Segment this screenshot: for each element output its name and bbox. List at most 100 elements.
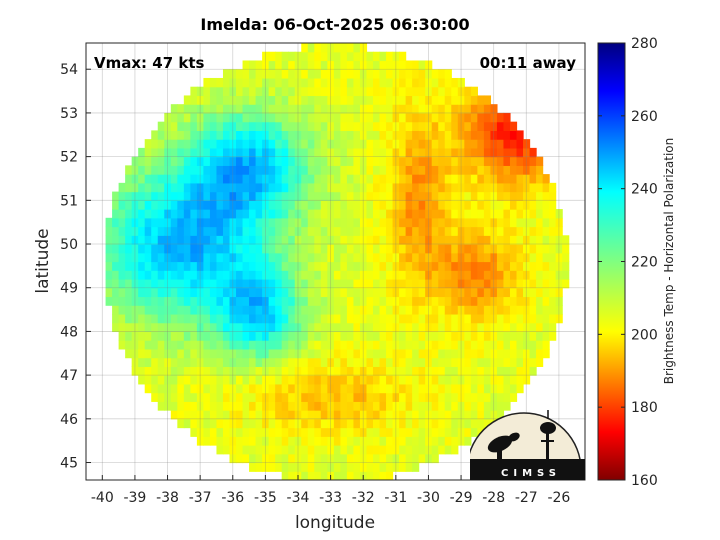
- swath-cell: [177, 383, 185, 394]
- swath-cell: [144, 182, 152, 193]
- swath-cell: [353, 296, 361, 306]
- swath-cell: [255, 331, 263, 341]
- swath-cell: [131, 348, 139, 359]
- swath-cell: [438, 331, 446, 341]
- swath-cell: [536, 156, 544, 166]
- swath-cell: [255, 375, 263, 385]
- swath-cell: [457, 375, 465, 385]
- swath-cell: [483, 147, 492, 158]
- swath-cell: [327, 104, 335, 114]
- swath-cell: [431, 287, 439, 298]
- swath-cell: [203, 340, 211, 350]
- swath-cell: [457, 401, 465, 411]
- swath-cell: [379, 104, 387, 114]
- swath-cell: [125, 340, 133, 350]
- swath-cell: [451, 252, 459, 263]
- swath-cell: [183, 357, 191, 367]
- swath-cell: [425, 410, 433, 420]
- swath-cell: [131, 156, 139, 166]
- swath-cell: [529, 252, 537, 263]
- swath-cell: [451, 401, 459, 411]
- swath-cell: [327, 51, 335, 62]
- swath-cell: [346, 331, 355, 341]
- swath-cell: [444, 217, 452, 228]
- swath-cell: [157, 174, 165, 184]
- swath-cell: [229, 322, 237, 333]
- swath-cell: [209, 375, 218, 385]
- swath-cell: [301, 165, 309, 175]
- swath-cell: [503, 209, 511, 219]
- swath-cell: [503, 313, 511, 324]
- swath-cell: [451, 226, 459, 236]
- swath-cell: [379, 453, 387, 464]
- swath-cell: [138, 182, 146, 193]
- swath-cell: [281, 436, 289, 446]
- swath-cell: [536, 252, 544, 263]
- swath-cell: [444, 375, 452, 385]
- swath-cell: [138, 331, 146, 341]
- swath-cell: [249, 331, 257, 341]
- swath-cell: [373, 278, 381, 289]
- swath-cell: [359, 296, 368, 306]
- swath-cell: [470, 348, 478, 359]
- swath-cell: [320, 383, 328, 394]
- swath-cell: [151, 174, 159, 184]
- swath-cell: [288, 357, 296, 367]
- swath-cell: [275, 436, 283, 446]
- swath-cell: [373, 217, 381, 228]
- swath-cell: [327, 130, 335, 140]
- swath-cell: [425, 217, 433, 228]
- swath-cell: [229, 261, 237, 271]
- swath-cell: [138, 313, 146, 324]
- swath-cell: [353, 261, 361, 271]
- swath-cell: [209, 305, 218, 315]
- swath-cell: [536, 340, 544, 350]
- swath-cell: [314, 445, 322, 455]
- swath-cell: [431, 427, 439, 437]
- swath-cell: [399, 366, 407, 376]
- swath-cell: [170, 270, 178, 280]
- swath-cell: [399, 95, 407, 105]
- swath-cell: [294, 121, 302, 131]
- swath-cell: [444, 209, 452, 219]
- swath-cell: [509, 165, 518, 175]
- swath-cell: [170, 348, 178, 359]
- swath-cell: [170, 235, 178, 245]
- swath-cell: [405, 252, 413, 263]
- swath-cell: [118, 244, 126, 254]
- swath-cell: [333, 226, 341, 236]
- swath-cell: [399, 86, 407, 97]
- swath-cell: [314, 331, 322, 341]
- swath-cell: [222, 392, 231, 402]
- swath-cell: [399, 147, 407, 158]
- swath-cell: [412, 104, 420, 114]
- swath-cell: [203, 139, 211, 149]
- swath-cell: [249, 226, 257, 236]
- swath-cell: [542, 191, 550, 201]
- swath-cell: [333, 86, 341, 97]
- swath-cell: [431, 182, 439, 193]
- swath-cell: [451, 340, 459, 350]
- swath-cell: [164, 366, 172, 376]
- swath-cell: [536, 244, 544, 254]
- swath-cell: [307, 366, 315, 376]
- swath-cell: [359, 313, 368, 324]
- swath-cell: [138, 252, 146, 263]
- swath-cell: [444, 305, 452, 315]
- swath-cell: [392, 331, 400, 341]
- swath-cell: [144, 244, 152, 254]
- swath-cell: [125, 331, 133, 341]
- swath-cell: [255, 174, 263, 184]
- swath-cell: [138, 305, 146, 315]
- colorbar-tick-label: 240: [631, 182, 658, 198]
- swath-cell: [346, 462, 355, 472]
- swath-cell: [366, 217, 374, 228]
- swath-cell: [301, 69, 309, 79]
- swath-cell: [131, 174, 139, 184]
- swath-cell: [151, 348, 159, 359]
- swath-cell: [503, 174, 511, 184]
- swath-cell: [327, 445, 335, 455]
- swath-cell: [516, 313, 524, 324]
- swath-cell: [470, 366, 478, 376]
